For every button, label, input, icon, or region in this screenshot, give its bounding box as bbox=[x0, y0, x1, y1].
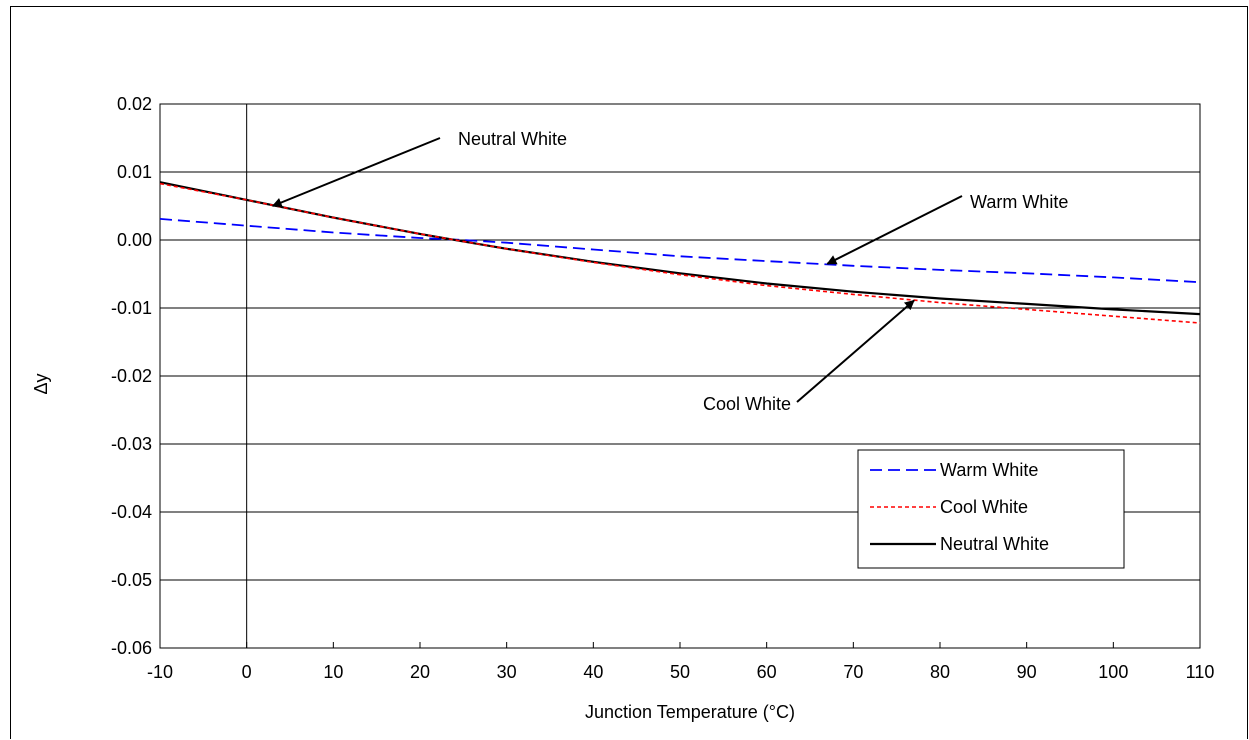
annotation-label: Warm White bbox=[970, 192, 1068, 212]
x-tick-label: 60 bbox=[757, 662, 777, 682]
annotation-arrow bbox=[826, 195, 963, 265]
y-tick-label: -0.04 bbox=[111, 502, 152, 522]
y-tick-label: -0.01 bbox=[111, 298, 152, 318]
x-tick-label: 10 bbox=[323, 662, 343, 682]
y-tick-label: 0.01 bbox=[117, 162, 152, 182]
annotations: Neutral White Warm White Cool White bbox=[271, 129, 1068, 414]
y-tick-label: -0.06 bbox=[111, 638, 152, 658]
x-tick-label: -10 bbox=[147, 662, 173, 682]
x-tick-label: 70 bbox=[843, 662, 863, 682]
legend-label: Warm White bbox=[940, 460, 1038, 480]
x-tick-label: 40 bbox=[583, 662, 603, 682]
axes bbox=[159, 103, 1201, 649]
legend-label: Cool White bbox=[940, 497, 1028, 517]
tick-labels: 0.02 0.01 0.00 -0.01 -0.02 -0.03 -0.04 -0.05 -0.… bbox=[111, 94, 1214, 682]
x-axis-label: Junction Temperature (°C) bbox=[585, 702, 795, 722]
y-tick-label: -0.02 bbox=[111, 366, 152, 386]
y-axis-label: Δy bbox=[31, 373, 51, 394]
y-tick-label: -0.03 bbox=[111, 434, 152, 454]
legend-box bbox=[857, 449, 1125, 569]
series-line-cool-white bbox=[159, 182, 1201, 324]
annotation-arrow bbox=[271, 137, 441, 208]
series-line-warm-white bbox=[159, 218, 1201, 284]
x-tick-label: 90 bbox=[1017, 662, 1037, 682]
x-tick-label: 30 bbox=[497, 662, 517, 682]
series-lines bbox=[159, 181, 1201, 324]
y-tick-label: -0.05 bbox=[111, 570, 152, 590]
annotation-label: Neutral White bbox=[458, 129, 567, 149]
x-tick-label: 80 bbox=[930, 662, 950, 682]
x-tick-label: 50 bbox=[670, 662, 690, 682]
x-tick-label: 110 bbox=[1186, 662, 1215, 682]
x-tick-label: 100 bbox=[1098, 662, 1128, 682]
y-tick-label: 0.00 bbox=[117, 230, 152, 250]
y-tick-label: 0.02 bbox=[117, 94, 152, 114]
x-tick-label: 20 bbox=[410, 662, 430, 682]
annotation-arrow bbox=[796, 299, 915, 403]
annotation-label: Cool White bbox=[703, 394, 791, 414]
legend: Warm White Cool White Neutral White bbox=[857, 449, 1125, 569]
legend-label: Neutral White bbox=[940, 534, 1049, 554]
chart-frame bbox=[10, 6, 1248, 739]
x-tick-label: 0 bbox=[242, 662, 252, 682]
